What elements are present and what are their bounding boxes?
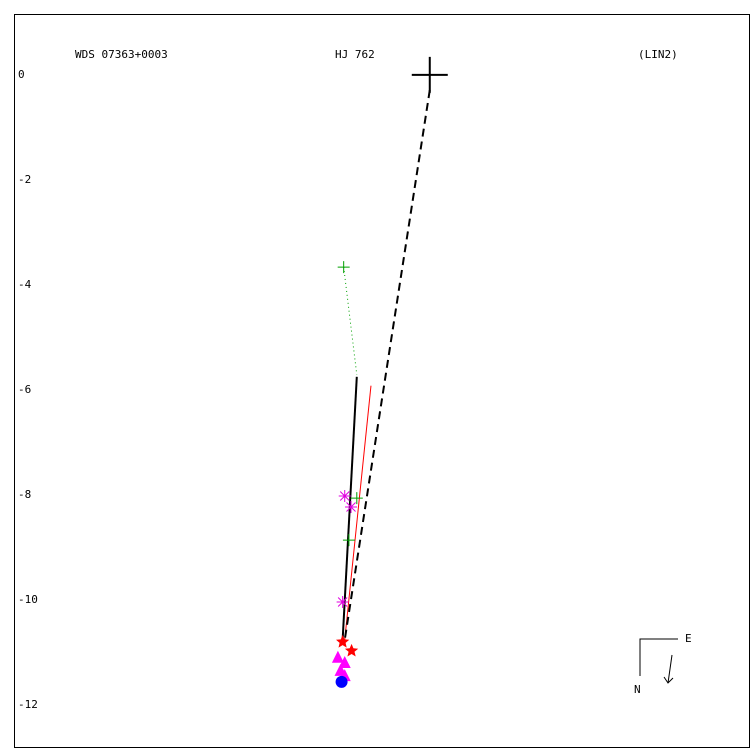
compass-east: E bbox=[685, 632, 692, 645]
compass-north: N bbox=[634, 683, 641, 696]
point bbox=[337, 261, 350, 274]
y-tick-label: -4 bbox=[18, 278, 32, 291]
compass-arrow bbox=[667, 654, 673, 684]
point bbox=[335, 675, 348, 688]
point bbox=[336, 596, 349, 609]
point bbox=[338, 655, 351, 668]
track-line bbox=[343, 267, 358, 375]
primary-star bbox=[411, 56, 448, 93]
y-tick-label: 0 bbox=[18, 68, 25, 81]
y-tick-label: -12 bbox=[18, 698, 38, 711]
y-tick-label: -8 bbox=[18, 488, 31, 501]
compass: E N bbox=[634, 632, 692, 696]
annotation: (LIN2) bbox=[638, 48, 678, 61]
point bbox=[336, 634, 350, 648]
chart-title: WDS 07363+0003 bbox=[75, 48, 168, 61]
chart-subtitle: HJ 762 bbox=[335, 48, 375, 61]
track-line bbox=[343, 89, 431, 640]
track-line bbox=[344, 385, 372, 640]
plot-frame bbox=[14, 14, 750, 748]
y-tick-label: -2 bbox=[18, 173, 31, 186]
y-tick-label: -6 bbox=[18, 383, 31, 396]
compass-axes bbox=[639, 638, 678, 676]
point bbox=[342, 534, 355, 547]
point bbox=[345, 501, 358, 514]
compass-arrowhead bbox=[663, 676, 674, 684]
point bbox=[338, 489, 351, 502]
y-tick-label: -10 bbox=[18, 593, 38, 606]
point bbox=[331, 650, 344, 663]
point bbox=[344, 643, 359, 657]
point bbox=[350, 492, 363, 505]
